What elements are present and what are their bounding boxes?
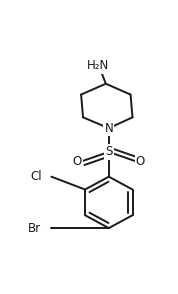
Text: H₂N: H₂N xyxy=(87,59,109,72)
Text: O: O xyxy=(136,155,145,168)
Text: Br: Br xyxy=(27,222,41,235)
Text: Cl: Cl xyxy=(30,170,41,183)
Text: O: O xyxy=(72,155,82,168)
Text: S: S xyxy=(105,146,112,158)
Text: Cl: Cl xyxy=(30,170,41,183)
Text: H₂N: H₂N xyxy=(87,59,109,72)
Text: N: N xyxy=(104,122,113,135)
Text: S: S xyxy=(105,146,112,158)
Text: N: N xyxy=(104,122,113,135)
Text: O: O xyxy=(72,155,82,168)
Text: Br: Br xyxy=(27,222,41,235)
Text: O: O xyxy=(136,155,145,168)
